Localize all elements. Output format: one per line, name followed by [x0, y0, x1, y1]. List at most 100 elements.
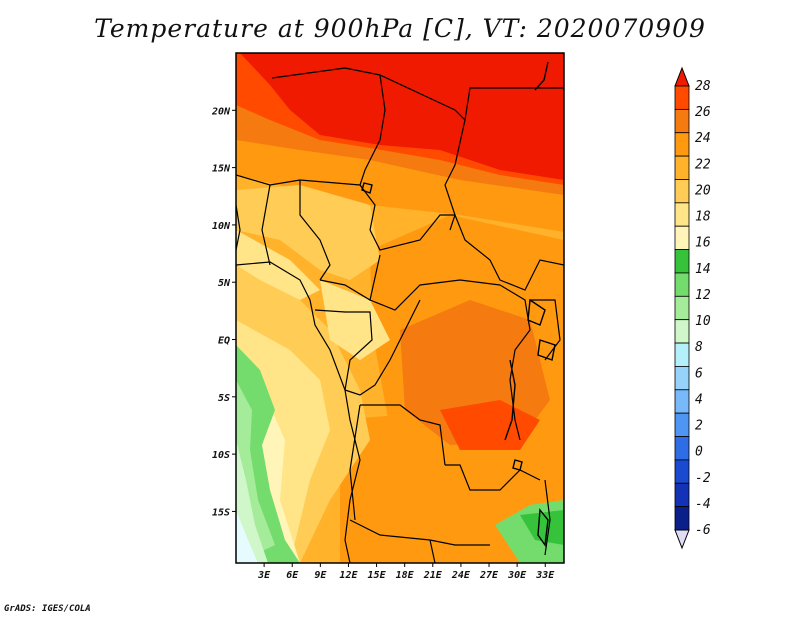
border-angola-west — [349, 404, 361, 521]
colorbar-segment — [674, 202, 690, 227]
lat-label: 5N — [218, 278, 231, 289]
border-libya-chad — [271, 67, 564, 122]
map-frame — [235, 52, 565, 564]
lon-label: 6E — [286, 570, 299, 581]
lon-label: 33E — [535, 570, 555, 581]
colorbar-label: 20 — [695, 183, 711, 198]
border-chad-west — [359, 74, 386, 186]
border-car-drc — [369, 279, 501, 311]
colorbar-label: 28 — [695, 79, 711, 94]
colorbar-segment — [674, 482, 690, 508]
colorbar-label: 12 — [695, 288, 711, 303]
lake-tanganyika — [504, 359, 516, 441]
field-coast-cyan — [236, 510, 258, 563]
border-nigeria-niger — [236, 174, 376, 231]
colorbar-segment — [674, 506, 690, 531]
page-title: Temperature at 900hPa [C], VT: 202007090… — [94, 14, 706, 43]
lon-label: 30E — [507, 570, 527, 581]
coastline-west — [236, 204, 241, 251]
lon-label: 21E — [423, 570, 443, 581]
border-benin-nigeria — [261, 184, 271, 266]
lake-mweru — [512, 459, 523, 471]
colorbar-segment — [674, 436, 690, 461]
colorbar-label: -6 — [695, 523, 711, 538]
border-namibia-botswana — [429, 539, 436, 563]
colorbar-segment — [674, 389, 690, 414]
lat-label: EQ — [218, 336, 230, 347]
colorbar-segment — [674, 412, 690, 437]
field-west-upper-yellow — [236, 185, 380, 280]
colorbar-segment — [674, 155, 690, 180]
colorbar-label: 6 — [695, 366, 703, 381]
colorbar-segment — [674, 249, 690, 274]
field-gulf-pale — [236, 230, 320, 300]
border-nigeria-cameroon — [299, 180, 331, 281]
lat-label: 20N — [211, 106, 231, 117]
colorbar-top-arrow — [674, 66, 690, 87]
border-cameroon-car — [319, 254, 381, 301]
coastline — [236, 261, 361, 563]
colorbar-label: 18 — [695, 210, 711, 225]
temperature-field — [236, 53, 564, 563]
lon-label: 27E — [479, 570, 499, 581]
colorbar-label: 2 — [695, 419, 703, 434]
border-congo-drc — [344, 299, 421, 396]
colorbar-bottom-arrow — [674, 529, 690, 550]
colorbar-segment — [674, 272, 690, 297]
lake-kyoga — [537, 339, 556, 361]
lon-label: 3E — [257, 570, 271, 581]
border-drc-east — [499, 284, 531, 441]
colorbar-label: 4 — [695, 392, 703, 407]
colorbar-label: 26 — [695, 105, 711, 120]
lon-label: 12E — [339, 570, 358, 581]
lat-label: 15N — [212, 164, 231, 175]
colorbar-segment — [674, 85, 690, 110]
border-sudan-south — [454, 214, 564, 291]
colorbar-segment — [674, 179, 690, 204]
lat-label: 5S — [218, 393, 230, 404]
border-zambia — [445, 464, 541, 491]
latitude-axis: 20N 15N 10N 5N EQ 5S 10S 15S — [211, 106, 236, 518]
lon-label: 18E — [396, 570, 415, 581]
colorbar-segment — [674, 225, 690, 250]
colorbar-label: 10 — [695, 314, 711, 329]
colorbar-segment — [674, 342, 690, 367]
colorbar-label: 24 — [695, 131, 711, 146]
lat-label: 10S — [212, 450, 230, 461]
lon-label: 9E — [314, 570, 327, 581]
lon-label: 15E — [368, 570, 387, 581]
colorbar-segment — [674, 459, 690, 484]
colorbar-label: 8 — [695, 340, 703, 355]
colorbar-label: 22 — [695, 157, 711, 172]
lon-label: 24E — [451, 570, 471, 581]
colorbar-segment — [674, 295, 690, 321]
lake-malawi — [537, 508, 549, 547]
colorbar-segment — [674, 366, 690, 391]
footer-credit: GrADS: IGES/COLA — [4, 604, 91, 614]
colorbar-label: -2 — [695, 471, 711, 486]
border-angola-drc — [360, 404, 446, 466]
longitude-axis: 3E 6E 9E 12E 15E 18E 21E 24E 27E 30E 33E — [257, 563, 555, 581]
field-north-deepred — [240, 53, 564, 180]
border-chad-car — [369, 214, 455, 251]
border-chad-sudan — [444, 119, 466, 231]
border-gabon-congo — [314, 309, 373, 391]
colorbar-segment — [674, 319, 690, 344]
colorbar-label: 14 — [695, 262, 711, 277]
lakes — [361, 61, 556, 547]
lake-victoria — [527, 298, 546, 326]
lake-chad — [361, 182, 373, 194]
colorbar-label: -4 — [695, 497, 711, 512]
lat-label: 10N — [212, 221, 231, 232]
colorbar-segment — [674, 108, 690, 134]
country-borders — [236, 67, 564, 563]
border-malawi — [544, 479, 551, 556]
field-se-darkgreen — [520, 510, 564, 545]
border-uganda — [530, 299, 561, 361]
lat-label: 15S — [212, 507, 230, 518]
field-hot-patch — [440, 400, 540, 450]
nile-delta — [534, 61, 549, 91]
